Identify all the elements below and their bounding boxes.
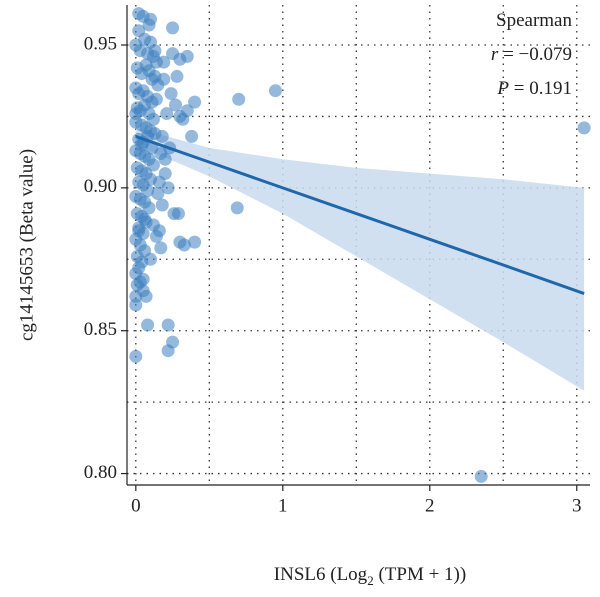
- point: [185, 129, 199, 143]
- point: [129, 349, 143, 363]
- y-tick-label: 0.95: [84, 33, 117, 54]
- annotation-symbol: r: [491, 44, 499, 65]
- point: [166, 21, 180, 35]
- point: [474, 469, 488, 483]
- annotation-text: = −0.079: [498, 44, 572, 65]
- point: [144, 252, 158, 266]
- point: [130, 278, 144, 292]
- x-tick-label: 3: [572, 495, 582, 516]
- annotation: P = 0.191: [496, 78, 572, 99]
- point: [154, 147, 168, 161]
- y-axis-label: cg14145653 (Beta value): [16, 149, 37, 341]
- point: [142, 18, 156, 32]
- annotation: Spearman: [496, 10, 572, 31]
- annotation: r = −0.079: [491, 44, 572, 65]
- point: [158, 167, 172, 181]
- point: [139, 289, 153, 303]
- point: [146, 158, 160, 172]
- point: [188, 95, 202, 109]
- x-label-subscript: 2: [367, 573, 374, 588]
- point: [138, 212, 152, 226]
- x-tick-label: 0: [131, 495, 141, 516]
- y-tick-label: 0.90: [84, 176, 117, 197]
- point: [188, 235, 202, 249]
- point: [230, 201, 244, 215]
- point: [157, 72, 171, 86]
- x-label-part: INSL6 (Log: [274, 564, 368, 585]
- point: [157, 55, 171, 69]
- point: [132, 224, 146, 238]
- point: [149, 229, 163, 243]
- y-tick-label: 0.80: [84, 462, 117, 483]
- point: [129, 107, 143, 121]
- point: [171, 207, 185, 221]
- point: [142, 201, 156, 215]
- points: [129, 7, 591, 483]
- annotation-symbol: P: [496, 78, 509, 99]
- annotations: Spearman r = −0.079 P = 0.191: [491, 10, 573, 99]
- y-tick-label: 0.85: [84, 319, 117, 340]
- point: [577, 121, 591, 135]
- point: [155, 198, 169, 212]
- point: [232, 92, 246, 106]
- point: [177, 238, 191, 252]
- annotation-text: = 0.191: [509, 78, 572, 99]
- point: [161, 318, 175, 332]
- point: [141, 184, 155, 198]
- point: [148, 44, 162, 58]
- point: [141, 318, 155, 332]
- point: [151, 187, 165, 201]
- point: [268, 84, 282, 98]
- point: [176, 112, 190, 126]
- x-tick-label: 2: [425, 495, 435, 516]
- regression-line: [135, 135, 585, 295]
- x-axis-label: INSL6 (Log2 (TPM + 1)): [274, 564, 466, 588]
- point: [170, 69, 184, 83]
- x-tick-label: 1: [278, 495, 288, 516]
- point: [146, 112, 160, 126]
- point: [149, 92, 163, 106]
- point: [161, 344, 175, 358]
- point: [169, 98, 183, 112]
- point: [160, 107, 174, 121]
- point: [166, 47, 180, 61]
- point: [135, 138, 149, 152]
- point: [129, 289, 143, 303]
- confidence-band: [135, 127, 585, 391]
- point: [154, 241, 168, 255]
- point: [164, 87, 178, 101]
- x-label-part: (TPM + 1)): [374, 564, 467, 585]
- annotation-text: Spearman: [496, 10, 572, 31]
